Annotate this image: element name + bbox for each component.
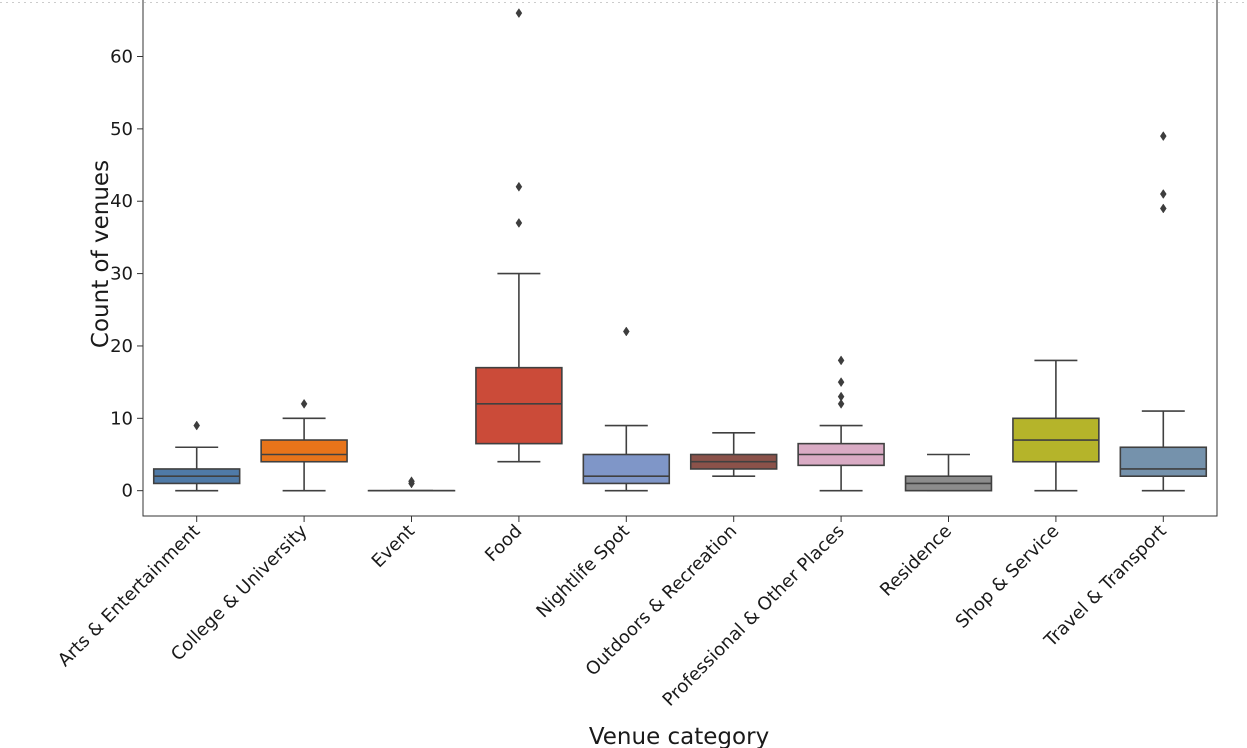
y-tick-label: 10: [110, 408, 133, 429]
outlier-point: [837, 391, 845, 402]
outlier-point: [837, 355, 845, 366]
x-tick-label-shop-and-service: Shop & Service: [952, 521, 1064, 633]
outlier-point: [1159, 131, 1167, 142]
box-food: [475, 8, 563, 463]
outlier-point: [1159, 203, 1167, 214]
outlier-point: [837, 398, 845, 409]
box-iqr: [582, 453, 671, 485]
x-tick-label-food: Food: [481, 521, 526, 566]
y-axis: 0 10 20 30 40 50 60: [110, 47, 143, 502]
outlier-point: [515, 217, 523, 228]
y-tick-label: 50: [110, 119, 133, 140]
outlier-point: [515, 181, 523, 192]
box-residence: [904, 453, 993, 492]
box-iqr: [475, 366, 563, 445]
box-iqr: [260, 439, 348, 463]
x-tick-label-professional-and-other-places: Professional & Other Places: [659, 521, 849, 711]
x-tick-label-nightlife-spot: Nightlife Spot: [532, 521, 633, 622]
box-college-and-university: [260, 398, 348, 492]
box-nightlife-spot: [582, 326, 671, 492]
y-tick-label: 60: [110, 47, 133, 68]
y-tick-label: 30: [110, 264, 133, 285]
y-axis-title: Count of venues: [88, 160, 114, 348]
outlier-point: [408, 476, 415, 487]
outlier-point: [300, 398, 308, 409]
y-tick-label: 20: [110, 336, 133, 357]
outlier-point: [193, 420, 201, 431]
outlier-point: [515, 8, 523, 19]
outlier-point: [1159, 189, 1167, 199]
outlier-point: [622, 326, 630, 337]
box-arts-and-entertainment: [152, 420, 241, 492]
box-iqr: [1119, 446, 1208, 478]
x-axis-title: Venue category: [589, 724, 769, 748]
box-event: [367, 476, 456, 492]
y-tick-label: 0: [122, 481, 133, 502]
x-tick-label-event: Event: [368, 521, 419, 572]
box-shop-and-service: [1012, 359, 1100, 492]
box-professional-and-other-places: [797, 355, 885, 492]
box-outdoors-and-recreation: [689, 431, 778, 478]
x-tick-label-travel-and-transport: Travel & Transport: [1040, 521, 1171, 652]
x-tick-label-residence: Residence: [876, 521, 956, 601]
plot-area-frame: [142, 0, 1218, 517]
box-travel-and-transport: [1119, 131, 1208, 492]
y-tick-label: 40: [110, 191, 133, 212]
box-series: [152, 8, 1208, 492]
outlier-point: [837, 377, 845, 388]
